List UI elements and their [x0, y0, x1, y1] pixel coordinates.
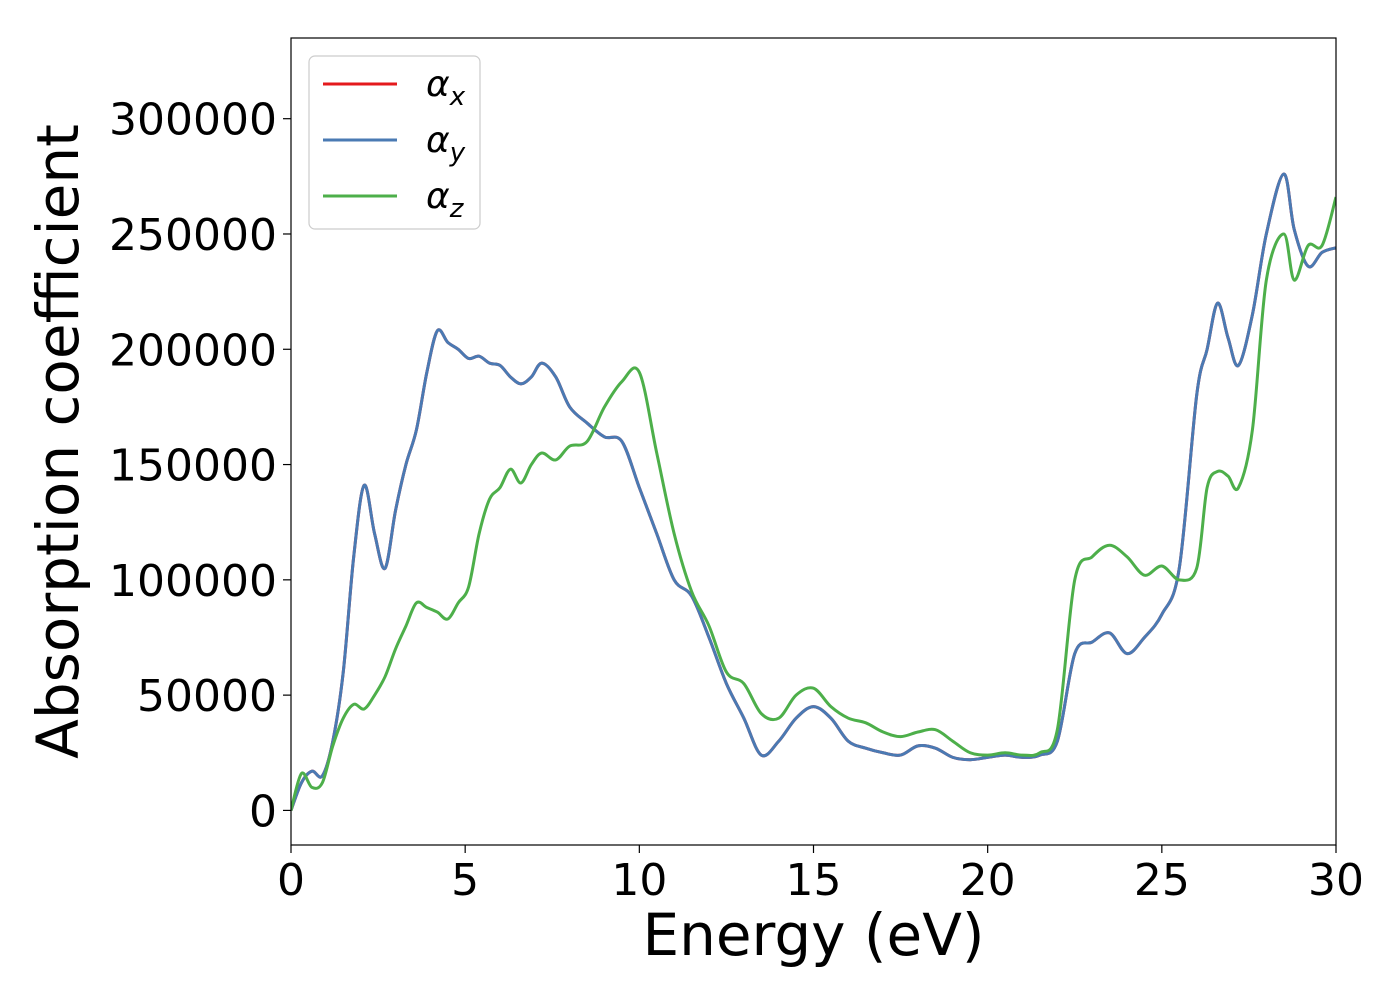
- y-tick-label: 150000: [109, 441, 277, 492]
- y-tick-label: 250000: [109, 210, 277, 261]
- x-tick-label: 10: [611, 855, 667, 906]
- y-tick-label: 50000: [137, 671, 277, 722]
- x-tick-label: 20: [960, 855, 1016, 906]
- x-tick-label: 5: [451, 855, 479, 906]
- plot-lines: [291, 172, 1336, 811]
- x-axis-label: Energy (eV): [642, 901, 984, 969]
- legend-box: [308, 55, 481, 230]
- x-tick-label: 0: [277, 855, 305, 906]
- x-axis-ticks: 0 5 10 15 20 25 30: [277, 845, 1364, 906]
- series-line-x: [291, 172, 1336, 811]
- legend-label-z: αz: [426, 176, 465, 224]
- x-tick-label: 30: [1308, 855, 1364, 906]
- y-axis-ticks: 0 50000 100000 150000 200000 250000 300000: [109, 95, 291, 837]
- x-tick-label: 15: [786, 855, 842, 906]
- y-axis-label: Absorption coefficient: [24, 124, 92, 759]
- y-tick-label: 200000: [109, 325, 277, 376]
- series-line-y: [291, 172, 1336, 811]
- y-tick-label: 0: [249, 786, 277, 837]
- series-line-z: [291, 196, 1336, 811]
- y-tick-label: 300000: [109, 95, 277, 146]
- legend-label-y: αy: [426, 120, 466, 168]
- legend: αx αy αz: [308, 55, 481, 230]
- y-tick-label: 100000: [109, 556, 277, 607]
- x-tick-label: 25: [1134, 855, 1190, 906]
- legend-label-x: αx: [426, 64, 466, 112]
